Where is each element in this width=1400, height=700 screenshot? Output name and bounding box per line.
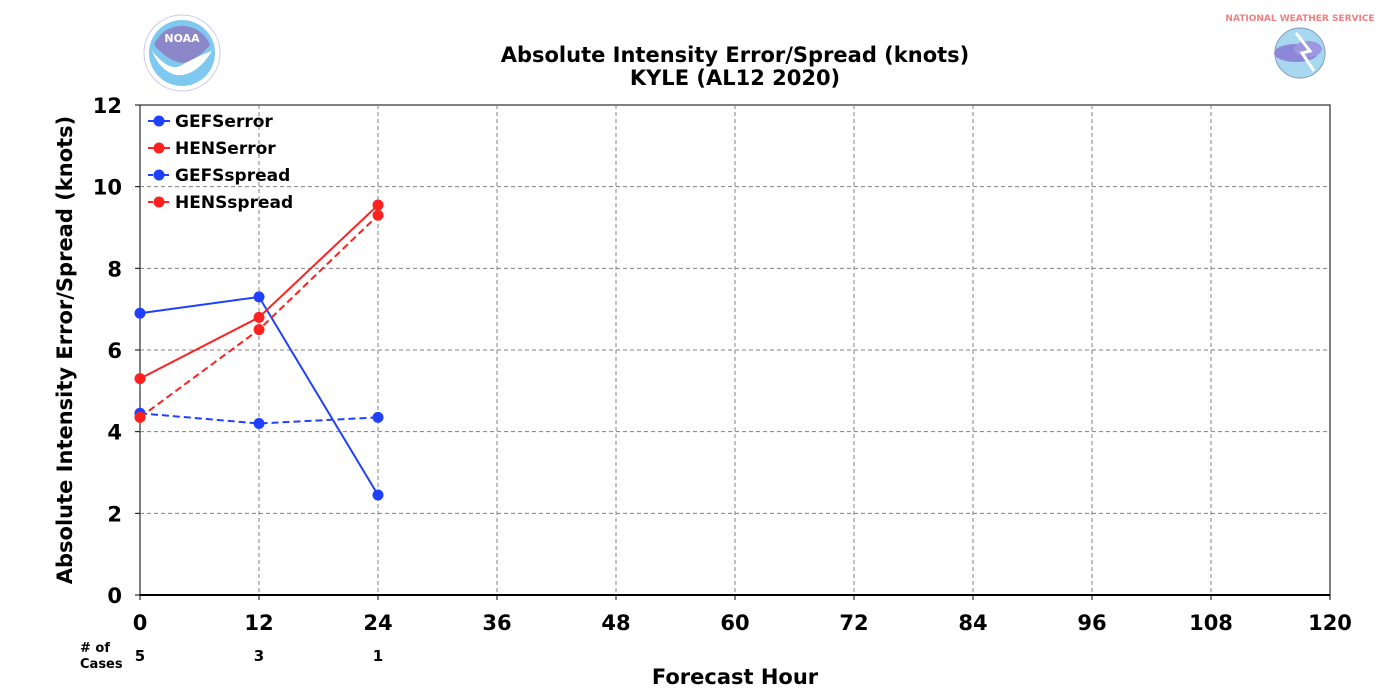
y-tick-label: 8 [107,257,122,281]
series-henserror [134,199,384,385]
x-tick-label: 36 [482,611,511,635]
nws-logo-text: NATIONAL WEATHER SERVICE [1225,14,1374,24]
data-point [134,411,146,423]
legend-label: GEFSerror [175,112,273,132]
y-tick-label: 12 [93,94,122,118]
x-tick-label: 84 [958,611,987,635]
x-tick-label: 108 [1189,611,1233,635]
legend-label: HENSerror [175,139,276,159]
data-point [253,311,265,323]
case-count: 1 [373,647,383,665]
y-axis-label: Absolute Intensity Error/Spread (knots) [53,116,77,585]
x-tick-label: 12 [244,611,273,635]
chart-subtitle: KYLE (AL12 2020) [630,66,840,90]
x-tick-label: 48 [601,611,630,635]
y-tick-label: 2 [107,502,122,526]
x-tick-label: 60 [720,611,749,635]
case-count: 3 [254,647,264,665]
chart-title: Absolute Intensity Error/Spread (knots) [501,43,970,67]
y-ticks: 0 2 4 6 8 10 12 [93,94,140,608]
cases-row: 5 3 1 [135,647,383,665]
noaa-logo-text: NOAA [164,32,200,45]
legend-swatch-marker [153,115,165,127]
x-tick-label: 120 [1308,611,1352,635]
legend-item: HENSerror [148,139,276,159]
legend-item: HENSspread [148,193,293,213]
series-gefserror [134,291,384,501]
x-tick-label: 24 [363,611,392,635]
nws-logo-icon: NATIONAL WEATHER SERVICE [1225,14,1375,90]
series-layer [134,199,384,501]
legend-item: GEFSerror [148,112,273,132]
grid [140,105,1330,595]
data-point [253,324,265,336]
x-ticks: 0 12 24 36 48 60 72 84 96 108 120 [133,595,1352,635]
legend-label: GEFSspread [175,166,290,186]
x-tick-label: 0 [133,611,148,635]
y-tick-label: 0 [107,584,122,608]
noaa-logo-icon: NOAA [143,14,221,92]
legend-item: GEFSspread [148,166,290,186]
legend-swatch-marker [153,196,165,208]
data-point [134,307,146,319]
cases-label: # of Cases [80,641,123,672]
y-tick-label: 4 [107,421,122,445]
data-point [372,411,384,423]
data-point [253,291,265,303]
legend: GEFSerror HENSerror GEFSspread HENSspread [148,112,293,213]
data-point [253,418,265,429]
series-line [139,412,379,425]
case-count: 5 [135,647,145,665]
legend-swatch-marker [153,169,165,181]
data-point [372,209,384,221]
y-tick-label: 6 [107,339,122,363]
legend-swatch-marker [153,142,165,154]
x-tick-label: 96 [1077,611,1106,635]
x-tick-label: 72 [839,611,868,635]
y-tick-label: 10 [93,176,122,200]
legend-label: HENSspread [175,193,293,213]
series-hensspread [134,209,384,423]
data-point [372,199,384,211]
data-point [134,373,146,385]
data-point [372,489,384,501]
x-axis-label: Forecast Hour [652,665,819,689]
